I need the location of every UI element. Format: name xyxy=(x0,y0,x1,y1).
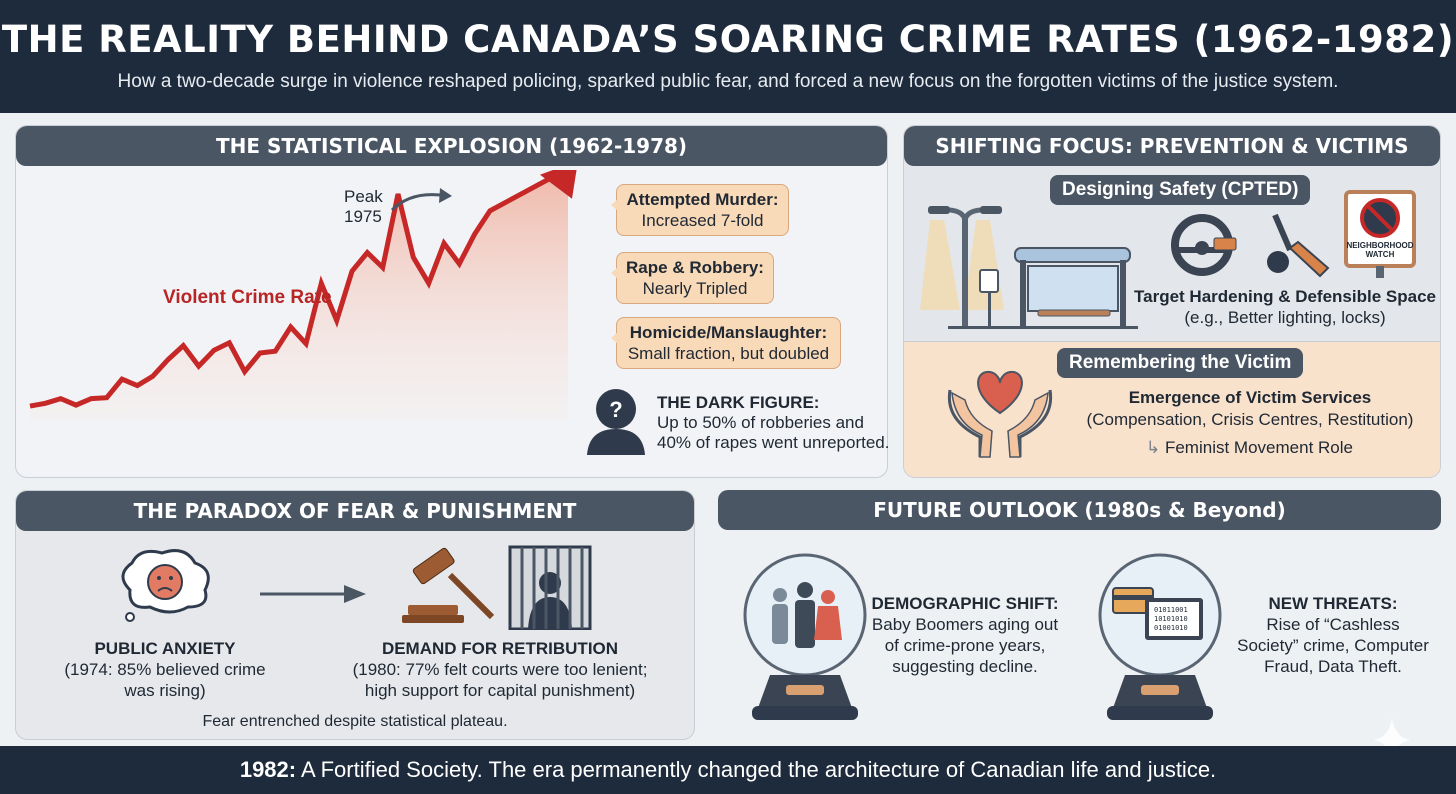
threat-line1: Rise of “Cashless xyxy=(1266,615,1400,634)
threat-title: NEW THREATS: xyxy=(1268,594,1398,613)
trend-arrowhead xyxy=(540,170,577,199)
threat-line3: Fraud, Data Theft. xyxy=(1264,657,1402,676)
callout-title: Homicide/Manslaughter: xyxy=(629,323,828,342)
victim-pill: Remembering the Victim xyxy=(1057,348,1304,378)
demo-line2: of crime-prone years, xyxy=(884,636,1046,655)
binary-line: 01011001 xyxy=(1154,606,1188,614)
retribution-line1: (1980: 77% felt courts were too lenient; xyxy=(352,660,648,679)
dark-figure: THE DARK FIGURE: Up to 50% of robberies … xyxy=(657,393,889,453)
callout-rape-robbery: Rape & Robbery: Nearly Tripled xyxy=(611,252,774,304)
svg-text:WATCH: WATCH xyxy=(1366,250,1395,259)
callout-text: Small fraction, but doubled xyxy=(627,344,830,363)
future-title: FUTURE OUTLOOK (1980s & Beyond) xyxy=(718,490,1441,530)
peak-year: 1975 xyxy=(344,207,382,226)
footer-banner: 1982: A Fortified Society. The era perma… xyxy=(0,746,1456,794)
victim-services: Emergence of Victim Services (Compensati… xyxy=(1075,387,1425,431)
anxiety-title: PUBLIC ANXIETY xyxy=(94,639,236,658)
footer-text: A Fortified Society. The era permanently… xyxy=(296,757,1217,782)
binary-line: 10101010 xyxy=(1154,615,1188,623)
peak-arrowhead xyxy=(439,188,452,203)
violent-crime-chart xyxy=(29,170,577,420)
footer-year: 1982: xyxy=(239,757,297,782)
page-subtitle: How a two-decade surge in violence resha… xyxy=(117,71,1339,92)
cpted-pill: Designing Safety (CPTED) xyxy=(1050,175,1311,205)
anxiety-line1: (1974: 85% believed crime xyxy=(64,660,266,679)
steering-lock-keys-icon xyxy=(1171,213,1330,278)
crystal-ball-demographics-icon xyxy=(743,553,867,720)
retribution-line2: high support for capital punishment) xyxy=(364,681,636,700)
anxious-thought-cloud-icon xyxy=(121,549,210,622)
callout-text: Nearly Tripled xyxy=(642,279,748,298)
feminist-text: Feminist Movement Role xyxy=(1164,438,1353,457)
peak-annotation: Peak 1975 xyxy=(344,187,383,227)
hardening-text: (e.g., Better lighting, locks) xyxy=(1184,308,1386,327)
streetlight-bus-shelter-icon xyxy=(920,206,1138,329)
victim-title: Emergence of Victim Services xyxy=(1128,388,1372,407)
chart-area-fill xyxy=(30,170,568,420)
svg-text:?: ? xyxy=(609,397,622,422)
anxiety-line2: was rising) xyxy=(124,681,206,700)
header: THE REALITY BEHIND CANADA’S SOARING CRIM… xyxy=(0,0,1456,113)
dark-figure-line1: Up to 50% of robberies and xyxy=(657,413,864,432)
callout-title: Rape & Robbery: xyxy=(626,258,764,277)
binary-line: 01001010 xyxy=(1154,624,1188,632)
callout-attempted-murder: Attempted Murder: Increased 7-fold xyxy=(611,184,789,236)
peak-label: Peak xyxy=(344,187,383,206)
victim-text: (Compensation, Crisis Centres, Restituti… xyxy=(1086,410,1414,429)
dark-figure-line2: 40% of rapes went unreported. xyxy=(657,433,890,452)
peak-arrow-icon xyxy=(390,193,441,212)
chart-series-line xyxy=(29,170,570,409)
dark-figure-title: THE DARK FIGURE: xyxy=(657,393,820,412)
demo-title: DEMOGRAPHIC SHIFT: xyxy=(871,594,1059,613)
paradox-footer: Fear entrenched despite statistical plat… xyxy=(202,713,508,730)
arrow-right-icon xyxy=(260,585,366,603)
new-threats: NEW THREATS: Rise of “Cashless Society” … xyxy=(1228,593,1438,677)
demo-line3: suggesting decline. xyxy=(892,657,1038,676)
callout-title: Attempted Murder: xyxy=(626,190,779,209)
hands-heart-icon xyxy=(947,370,1053,458)
threat-line2: Society” crime, Computer xyxy=(1237,636,1429,655)
future-panel: FUTURE OUTLOOK (1980s & Beyond) xyxy=(718,490,1441,530)
series-label: Violent Crime Rate xyxy=(163,287,332,308)
unknown-person-icon: ? xyxy=(587,389,645,455)
svg-text:NEIGHBORHOOD: NEIGHBORHOOD xyxy=(1346,241,1413,250)
curved-arrow-icon: ↳ xyxy=(1146,438,1165,457)
target-hardening: Target Hardening & Defensible Space (e.g… xyxy=(1130,286,1440,328)
gavel-and-jail-icon xyxy=(402,545,592,630)
demand-retribution: DEMAND FOR RETRIBUTION (1980: 77% felt c… xyxy=(330,638,670,701)
shifting-focus-title: SHIFTING FOCUS: PREVENTION & VICTIMS xyxy=(904,126,1440,166)
paradox-title: THE PARADOX OF FEAR & PUNISHMENT xyxy=(16,491,694,531)
retribution-title: DEMAND FOR RETRIBUTION xyxy=(381,639,619,658)
hardening-title: Target Hardening & Defensible Space xyxy=(1134,287,1436,306)
public-anxiety: PUBLIC ANXIETY (1974: 85% believed crime… xyxy=(55,638,275,701)
callout-text: Increased 7-fold xyxy=(641,211,764,230)
feminist-role: ↳ Feminist Movement Role xyxy=(1146,438,1353,458)
sparkle-icon xyxy=(1374,717,1410,763)
neighborhood-watch-sign: NEIGHBORHOOD WATCH xyxy=(1344,190,1416,278)
page-title: THE REALITY BEHIND CANADA’S SOARING CRIM… xyxy=(1,18,1455,61)
demographic-shift: DEMOGRAPHIC SHIFT: Baby Boomers aging ou… xyxy=(870,593,1060,677)
statistics-title: THE STATISTICAL EXPLOSION (1962-1978) xyxy=(16,126,887,166)
callout-homicide: Homicide/Manslaughter: Small fraction, bu… xyxy=(611,317,841,369)
demo-line1: Baby Boomers aging out xyxy=(871,615,1059,634)
